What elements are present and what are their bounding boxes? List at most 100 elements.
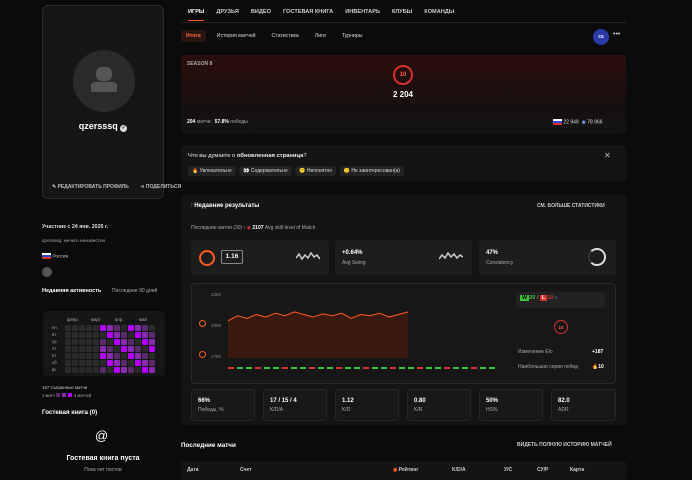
at-icon: @: [95, 428, 109, 443]
heatmap-cell: [114, 346, 120, 352]
swing-sparkline: [439, 251, 463, 260]
tab-stats[interactable]: Статистика: [271, 33, 299, 39]
more-icon[interactable]: •••: [613, 31, 621, 38]
month-label: февр.: [67, 317, 79, 322]
steam-icon[interactable]: [42, 267, 52, 277]
result-mark: [309, 367, 315, 369]
streak-value: 🔥10: [592, 364, 604, 370]
nav-guestbook[interactable]: ГОСТЕВАЯ КНИГА: [283, 9, 334, 15]
heatmap-cell: [121, 353, 127, 359]
result-mark: [228, 367, 234, 369]
nav-inventory[interactable]: ИНВЕНТАРЬ: [345, 9, 380, 15]
level-marker-icon: [199, 320, 206, 327]
survey-options: 🔥 Увлекательно 👀 Содержательно 😕 Непонят…: [188, 166, 406, 176]
cs-game-icon[interactable]: cs: [593, 29, 609, 45]
consistency-gauge: [588, 248, 606, 266]
elo-area: [228, 311, 408, 358]
option-exciting[interactable]: 🔥 Увлекательно: [188, 166, 236, 176]
result-mark: [246, 367, 252, 369]
edit-profile-button[interactable]: РЕДАКТИРОВАТЬ ПРОФИЛЬ: [57, 184, 129, 190]
heatmap-cell: [142, 332, 148, 338]
tab-match-history[interactable]: История матчей: [216, 33, 256, 39]
heatmap-cell: [79, 346, 85, 352]
heatmap-cell: [149, 325, 155, 331]
heatmap-cell: [86, 339, 92, 345]
season-summary: 204 матчи 57.8% победы: [187, 119, 248, 125]
nav-clubs[interactable]: КЛУБЫ: [391, 9, 413, 15]
heatmap-cell: [100, 360, 106, 366]
heatmap-cell: [128, 346, 134, 352]
heatmap-cell: [100, 339, 106, 345]
result-mark: [318, 367, 324, 369]
heatmap-cell: [65, 367, 71, 373]
heatmap-cell: [149, 339, 155, 345]
heatmap-legend: 1 матч 4 матчей: [42, 393, 92, 398]
heatmap-cell: [86, 325, 92, 331]
heatmap-cell: [100, 346, 106, 352]
activity-title: Недавняя активность: [42, 288, 102, 294]
close-icon[interactable]: ✕: [604, 151, 611, 160]
result-mark: [462, 367, 468, 369]
nav-games[interactable]: ИГРЫ: [188, 9, 205, 21]
heatmap-cell: [121, 346, 127, 352]
heatmap-cell: [107, 360, 113, 366]
option-confusing[interactable]: 😕 Непонятно: [295, 166, 337, 176]
rating-icon: [199, 250, 215, 266]
elo-line-chart: [228, 311, 408, 358]
heatmap-cell: [121, 367, 127, 373]
result-mark: [372, 367, 378, 369]
option-informative[interactable]: 👀 Содержательно: [239, 166, 292, 176]
heatmap-cell: [135, 346, 141, 352]
matches-header: [181, 461, 626, 480]
matches-title: Последние матчи: [181, 442, 236, 449]
avatar[interactable]: [73, 50, 135, 112]
rating-sparkline: [296, 251, 320, 261]
result-mark: [426, 367, 432, 369]
guestbook-title: Гостевая книга (0): [42, 409, 98, 416]
tab-summary[interactable]: Итоги: [181, 30, 206, 42]
activity-heatmap: февр. март апр. май пн вт ср чт пт сб вс: [43, 311, 165, 376]
rating-value: 1.16: [221, 250, 243, 264]
heatmap-cell: [114, 332, 120, 338]
heatmap-cell: [65, 360, 71, 366]
nav-video[interactable]: ВИДЕО: [250, 9, 272, 15]
result-mark: [282, 367, 288, 369]
heatmap-cell: [149, 332, 155, 338]
share-icon: ⋖: [140, 184, 145, 190]
share-button[interactable]: ПОДЕЛИТЬСЯ: [145, 184, 182, 190]
option-not-interested[interactable]: 🙁 Не заинтересован(а): [339, 166, 404, 176]
day-label: вт: [52, 332, 57, 337]
heatmap-cell: [65, 332, 71, 338]
heatmap-cell: [142, 339, 148, 345]
heatmap-cell: [79, 360, 85, 366]
nav-teams[interactable]: КОМАНДЫ: [424, 9, 455, 15]
tab-tournaments[interactable]: Турниры: [341, 33, 363, 39]
heatmap-cell: [149, 353, 155, 359]
col-map: Карта: [570, 467, 585, 473]
verified-icon: ✓: [120, 125, 128, 132]
rating-col-icon: ◉: [393, 467, 398, 473]
full-history-link[interactable]: ВИДЕТЬ ПОЛНУЮ ИСТОРИЮ МАТЧЕЙ: [517, 442, 612, 448]
col-rating: ◉ Рейтинг: [393, 467, 419, 473]
heatmap-cell: [72, 325, 78, 331]
heatmap-cell: [128, 339, 134, 345]
heatmap-cell: [142, 360, 148, 366]
tab-leagues[interactable]: Лиги: [314, 33, 326, 39]
main-nav: ИГРЫ ДРУЗЬЯ ВИДЕО ГОСТЕВАЯ КНИГА ИНВЕНТА…: [188, 9, 454, 21]
wl-summary: [516, 292, 605, 308]
month-label: май: [139, 317, 147, 322]
heatmap-cell: [135, 367, 141, 373]
guestbook-empty: Гостевая книга пуста: [66, 455, 140, 462]
col-us: У/С: [504, 467, 513, 473]
result-mark: [417, 367, 423, 369]
profile-actions: ✎ РЕДАКТИРОВАТЬ ПРОФИЛЬ ⋖ ПОДЕЛИТЬСЯ: [52, 184, 181, 190]
heatmap-cell: [114, 360, 120, 366]
stat-kda: 17 / 15 / 4 K/D/A: [263, 389, 327, 421]
heatmap-cell: [114, 353, 120, 359]
more-stats-link[interactable]: СМ. БОЛЬШЕ СТАТИСТИКИ: [537, 203, 605, 209]
heatmap-cell: [142, 353, 148, 359]
heatmap-cell: [128, 325, 134, 331]
heatmap-cell: [100, 325, 106, 331]
nav-friends[interactable]: ДРУЗЬЯ: [216, 9, 239, 15]
heatmap-cell: [149, 367, 155, 373]
